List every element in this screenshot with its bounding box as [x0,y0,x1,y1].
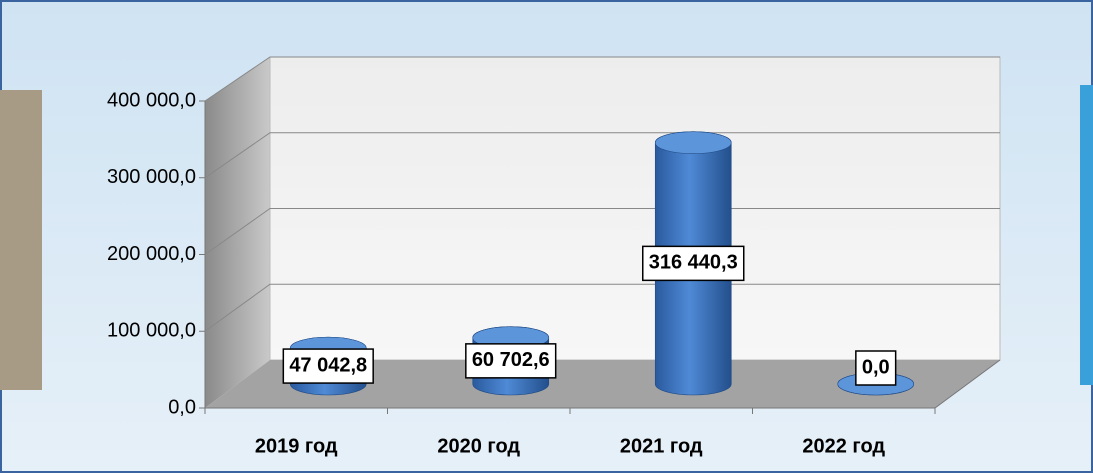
x-tick-label: 2020 год [437,435,520,457]
y-tick-label: 0,0 [168,396,196,418]
side-wall [205,57,270,408]
value-label-text: 0,0 [862,356,890,378]
y-tick-label: 100 000,0 [107,320,196,342]
value-label-text: 316 440,3 [649,252,738,274]
page: {"chart_data": {"type": "bar", "categori… [0,0,1093,473]
y-tick-label: 300 000,0 [107,166,196,188]
bar-top [655,132,731,154]
side-block [1080,85,1093,385]
y-tick-label: 400 000,0 [107,89,196,111]
value-label: 60 702,6 [466,344,556,378]
x-tick-label: 2019 год [255,435,338,457]
x-tick-label: 2021 год [620,435,703,457]
x-tick-label: 2022 год [802,435,885,457]
value-label-text: 47 042,8 [289,354,367,376]
photo-fragment [0,90,42,390]
value-label-text: 60 702,6 [472,349,550,371]
y-tick-label: 200 000,0 [107,243,196,265]
value-label: 47 042,8 [283,349,373,383]
value-label: 0,0 [856,351,896,385]
chart: 0,0 100 000,0 200 000,0 300 000,0 400 000,0 2… [0,0,1093,473]
value-label: 316 440,3 [643,246,744,280]
